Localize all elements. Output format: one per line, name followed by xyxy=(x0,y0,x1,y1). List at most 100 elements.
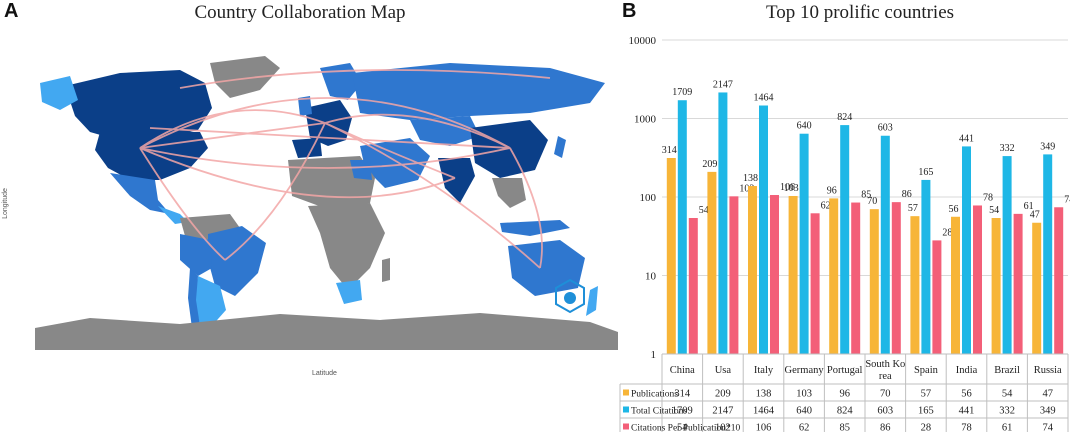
category-label: Germany xyxy=(785,365,825,376)
table-cell: 28 xyxy=(921,423,932,432)
data-label: 28 xyxy=(942,227,952,238)
bar-total-citations xyxy=(718,92,728,355)
table-cell: 1464 xyxy=(753,406,775,417)
data-label: 106 xyxy=(780,182,795,193)
table-cell: 74 xyxy=(1042,423,1053,432)
data-label: 96 xyxy=(827,185,837,196)
chart-title: Top 10 prolific countries xyxy=(765,2,955,23)
bar-citations-per-publication xyxy=(770,195,779,354)
data-label: 1464 xyxy=(754,93,774,104)
table-cell: 103 xyxy=(796,389,812,400)
table-cell: 165 xyxy=(918,406,934,417)
map-alaska xyxy=(40,76,78,110)
bar-publications xyxy=(788,195,798,354)
map-western-europe xyxy=(305,100,352,146)
bar-total-citations xyxy=(759,105,768,354)
bar-total-citations xyxy=(880,135,890,354)
map-brazil xyxy=(208,226,266,296)
bar-total-citations xyxy=(677,100,687,354)
bar-citations-per-publication xyxy=(973,205,982,354)
data-label: 54 xyxy=(699,205,709,216)
data-label: 74 xyxy=(1064,194,1070,205)
category-label: South Ko xyxy=(865,359,905,370)
map-ylabel: Longitude xyxy=(1,188,9,219)
map-xlabel: Latitude xyxy=(312,370,337,377)
data-label: 640 xyxy=(797,121,812,132)
table-cell: 62 xyxy=(799,423,810,432)
panel-a-letter: A xyxy=(4,0,19,22)
map-canada xyxy=(65,70,212,140)
data-label: 103 xyxy=(784,183,799,194)
table-cell: 2147 xyxy=(712,406,733,417)
y-tick-label: 1 xyxy=(651,349,657,361)
bar-citations-per-publication xyxy=(1054,207,1064,354)
data-label: 47 xyxy=(1030,210,1040,221)
table-cell: 47 xyxy=(1042,389,1053,400)
y-tick-label: 100 xyxy=(640,192,657,204)
data-label: 332 xyxy=(1000,143,1015,154)
map-greenland xyxy=(210,56,280,98)
prolific-countries-chart: 1000010001001013141709542092147102138146… xyxy=(619,35,1070,432)
bar-citations-per-publication xyxy=(810,213,820,354)
data-label: 86 xyxy=(902,189,912,200)
table-cell: 61 xyxy=(1002,423,1013,432)
map-southeast-asia xyxy=(492,178,526,208)
map-indonesia xyxy=(500,220,570,236)
category-label: Usa xyxy=(715,365,732,376)
data-label: 1709 xyxy=(672,87,692,98)
legend-swatch xyxy=(623,389,629,396)
table-cell: 78 xyxy=(961,423,972,432)
table-cell: 54 xyxy=(1002,389,1013,400)
collaboration-map xyxy=(35,56,618,350)
data-label: 70 xyxy=(867,196,877,207)
table-cell: 209 xyxy=(715,389,731,400)
legend-series-name: Citations Per Publication*10 xyxy=(631,424,740,432)
map-title: Country Collaboration Map xyxy=(194,2,406,23)
data-label: 57 xyxy=(908,203,918,214)
bar-total-citations xyxy=(962,146,971,354)
bar-citations-per-publication xyxy=(729,196,739,354)
map-antarctica xyxy=(35,313,618,350)
map-australia xyxy=(508,240,585,296)
map-madagascar xyxy=(382,258,390,282)
bar-citations-per-publication xyxy=(932,240,942,354)
data-label: 56 xyxy=(949,204,959,215)
map-central-asia xyxy=(410,116,480,146)
table-cell: 441 xyxy=(959,406,975,417)
table-cell: 85 xyxy=(839,423,850,432)
data-label: 824 xyxy=(837,112,852,123)
table-cell: 349 xyxy=(1040,406,1056,417)
data-label: 314 xyxy=(662,145,677,156)
y-tick-label: 10 xyxy=(645,271,657,283)
category-label: China xyxy=(670,365,695,376)
bar-publications xyxy=(991,218,1001,354)
data-label: 85 xyxy=(861,190,871,201)
legend-series-name: Publications xyxy=(631,390,678,400)
bar-total-citations xyxy=(921,179,931,354)
table-cell: 106 xyxy=(756,423,772,432)
bar-publications xyxy=(829,198,839,354)
category-label: rea xyxy=(879,371,892,382)
legend-swatch xyxy=(623,423,629,430)
bar-total-citations xyxy=(799,133,809,354)
table-cell: 1709 xyxy=(672,406,693,417)
table-cell: 70 xyxy=(880,389,891,400)
table-cell: 57 xyxy=(921,389,932,400)
map-egypt xyxy=(350,160,372,180)
category-label: India xyxy=(956,365,978,376)
bar-publications xyxy=(748,186,757,354)
legend-swatch xyxy=(623,406,629,413)
y-tick-label: 10000 xyxy=(629,35,657,47)
table-cell: 640 xyxy=(796,406,812,417)
data-label: 349 xyxy=(1040,141,1055,152)
map-chile xyxy=(188,268,200,328)
map-usa xyxy=(95,132,208,180)
bar-total-citations xyxy=(840,125,850,354)
collaboration-links xyxy=(139,69,551,269)
map-iberia xyxy=(292,138,322,158)
bar-total-citations xyxy=(1043,154,1053,354)
map-new-zealand xyxy=(586,286,598,316)
data-label: 61 xyxy=(1024,201,1034,212)
category-label: Italy xyxy=(754,365,774,376)
data-label: 62 xyxy=(821,200,831,211)
